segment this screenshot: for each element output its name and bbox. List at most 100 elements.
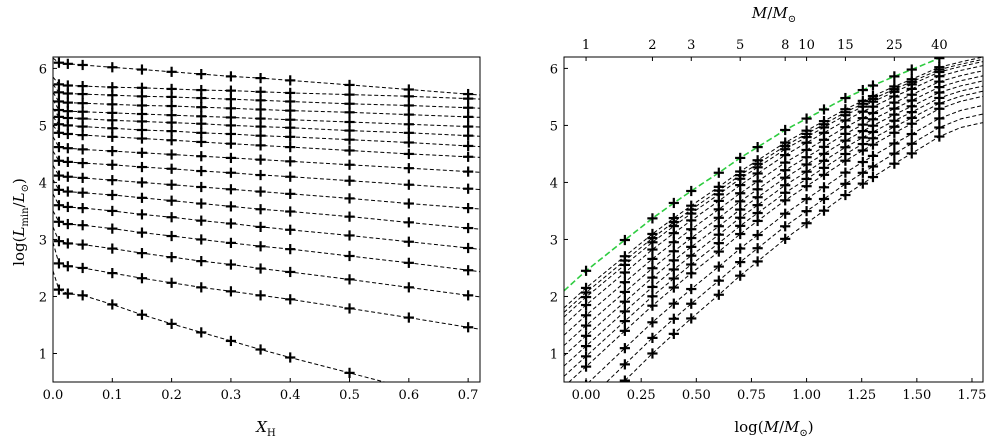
left-data-point <box>62 261 73 272</box>
right-x-axis-label: log(M/M⊙) <box>734 418 813 439</box>
right-data-point <box>801 218 812 229</box>
right-data-point <box>647 291 658 302</box>
left-data-point <box>77 172 88 183</box>
left-data-point <box>77 59 88 71</box>
left-data-point <box>285 244 296 255</box>
right-data-point <box>713 238 724 249</box>
right-track-line <box>564 75 983 346</box>
left-data-point <box>196 198 207 209</box>
left-x-tick-label: 0.7 <box>458 388 479 403</box>
left-data-point <box>196 234 207 245</box>
left-data-point <box>255 121 266 132</box>
right-data-point <box>713 246 724 257</box>
right-data-point <box>668 228 679 239</box>
right-y-tick-label: 3 <box>550 233 558 248</box>
left-data-point <box>53 141 65 153</box>
left-data-point <box>196 69 207 80</box>
left-data-point <box>62 80 73 91</box>
left-data-point <box>166 149 177 160</box>
left-data-point <box>285 122 296 133</box>
right-x-tick-label: 1.00 <box>792 388 821 403</box>
right-data-point <box>867 161 879 172</box>
left-data-point <box>344 303 355 314</box>
left-data-point <box>53 170 65 181</box>
left-data-point <box>463 242 474 254</box>
left-data-point <box>196 92 207 104</box>
left-data-point <box>77 144 88 155</box>
right-data-point <box>580 340 592 352</box>
left-plot-area <box>53 57 480 382</box>
right-data-point <box>686 215 697 226</box>
right-data-point <box>580 265 592 276</box>
left-track-line <box>53 193 480 250</box>
right-data-point <box>686 268 697 279</box>
left-data-point <box>225 201 237 212</box>
left-data-point <box>166 91 177 103</box>
right-data-point <box>867 171 879 183</box>
left-data-point <box>166 252 177 263</box>
left-track-line <box>53 179 480 230</box>
right-data-point <box>857 84 868 96</box>
left-data-point <box>77 106 88 117</box>
left-data-point <box>463 130 474 141</box>
right-data-point <box>857 156 868 168</box>
left-data-point <box>463 88 474 100</box>
right-data-point <box>780 233 791 244</box>
left-data-point <box>225 103 237 114</box>
right-data-point <box>580 361 592 372</box>
left-data-point <box>344 175 355 186</box>
right-top-axis-label: M/M⊙ <box>751 4 796 25</box>
right-data-point <box>801 193 812 205</box>
right-data-point <box>686 185 697 197</box>
left-data-point <box>463 151 474 162</box>
right-track-line <box>564 90 983 377</box>
left-data-point <box>403 236 414 247</box>
right-data-point <box>780 195 791 206</box>
right-data-point <box>801 181 812 192</box>
right-data-point <box>857 167 868 178</box>
right-data-point <box>906 64 917 75</box>
left-data-point <box>285 188 296 199</box>
left-data-point <box>285 206 296 217</box>
right-data-point <box>934 113 945 124</box>
right-data-point <box>668 328 679 339</box>
right-data-point <box>668 255 679 266</box>
left-data-point <box>196 151 207 162</box>
right-data-point <box>647 244 658 255</box>
left-data-point <box>344 116 355 128</box>
right-data-point <box>647 272 658 283</box>
right-data-point <box>906 128 917 140</box>
left-data-point <box>344 193 355 204</box>
left-data-point <box>255 72 266 84</box>
left-data-point <box>62 58 73 69</box>
left-data-point <box>166 110 177 121</box>
right-data-point <box>668 264 679 275</box>
left-data-point <box>77 88 88 100</box>
left-data-point <box>225 286 237 297</box>
left-data-point <box>255 241 266 252</box>
right-data-point <box>752 200 763 211</box>
left-data-point <box>255 113 266 124</box>
right-data-point <box>686 283 697 295</box>
left-data-point <box>463 166 474 177</box>
left-y-tick-label: 5 <box>39 119 47 134</box>
left-data-point <box>344 79 355 91</box>
left-data-point <box>255 140 266 151</box>
left-y-tick-label: 3 <box>39 233 47 248</box>
left-data-point <box>344 159 355 170</box>
left-data-point <box>463 121 474 132</box>
left-data-point <box>107 62 118 73</box>
left-data-point <box>62 218 73 230</box>
left-data-point <box>77 187 88 198</box>
right-data-point <box>647 263 658 274</box>
right-data-point <box>647 281 658 293</box>
left-data-point <box>344 230 355 241</box>
left-data-point <box>225 218 237 229</box>
right-data-point <box>735 228 746 240</box>
left-data-point <box>107 267 118 279</box>
left-data-point <box>77 290 88 301</box>
left-data-point <box>225 237 237 248</box>
right-data-point <box>686 313 697 324</box>
left-data-point <box>344 98 355 109</box>
